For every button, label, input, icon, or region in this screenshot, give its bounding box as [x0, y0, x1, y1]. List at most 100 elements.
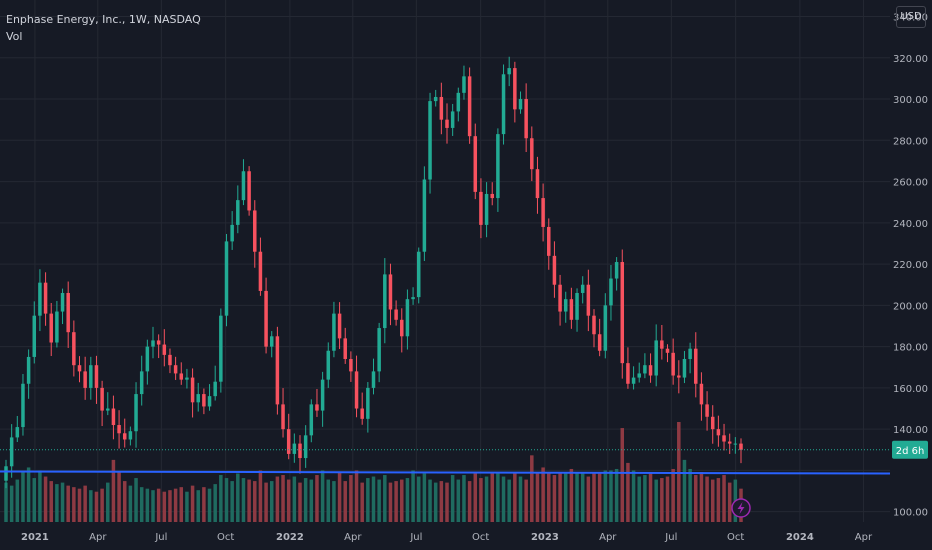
candle: [4, 459, 8, 489]
volume-bar: [660, 478, 664, 522]
candle: [467, 67, 472, 144]
volume-bar: [202, 487, 206, 522]
candle: [445, 103, 449, 144]
candle: [366, 382, 370, 433]
candle: [298, 435, 302, 474]
volume-bar: [309, 479, 314, 522]
candle: [383, 258, 387, 344]
volume-bar: [49, 481, 53, 522]
candle: [654, 324, 658, 387]
volume-bar: [89, 490, 93, 522]
volume-bar: [122, 481, 127, 522]
candle: [269, 331, 274, 358]
candle: [575, 288, 579, 332]
volume-bar: [337, 472, 342, 522]
candle: [66, 281, 70, 348]
candle: [145, 339, 150, 385]
candle: [422, 166, 427, 262]
x-tick-label: 2023: [531, 532, 559, 543]
candle: [569, 287, 574, 329]
volume-bar: [597, 473, 602, 522]
candle: [162, 329, 167, 367]
candle: [394, 300, 398, 326]
candle: [151, 326, 155, 359]
volume-bar: [563, 472, 568, 522]
candle: [179, 362, 184, 385]
volume-bar: [258, 470, 263, 522]
volume-bar: [422, 473, 427, 522]
candle: [219, 308, 223, 393]
x-tick-label: Oct: [217, 532, 234, 543]
volume-bar: [558, 473, 562, 522]
volume-bar: [394, 481, 398, 522]
volume-bar: [253, 481, 257, 522]
x-tick-label: Jul: [154, 532, 167, 543]
candle: [716, 415, 721, 447]
volume-bar: [111, 459, 116, 522]
volume-bar: [106, 482, 110, 522]
volume-bar: [43, 476, 48, 522]
volume-bar: [117, 472, 121, 522]
volume-bar: [592, 472, 596, 522]
candle: [637, 362, 641, 383]
countdown-label: 2d 6h: [896, 446, 925, 457]
volume-bar: [524, 479, 528, 522]
volume-indicator-label[interactable]: Vol: [6, 30, 23, 43]
volume-bar: [603, 470, 608, 522]
symbol-title: Enphase Energy, Inc., 1W, NASDAQ: [6, 13, 201, 26]
y-tick-label: 140.00: [893, 425, 928, 436]
volume-bar: [671, 468, 675, 522]
candle: [236, 185, 240, 234]
volume-bar: [281, 475, 285, 522]
candle: [694, 332, 698, 398]
candle: [213, 365, 217, 401]
volume-bar: [32, 478, 37, 522]
candle: [106, 392, 110, 416]
volume-bar: [575, 472, 579, 522]
x-tick-label: Apr: [855, 532, 873, 543]
volume-bar: [26, 467, 31, 522]
candle: [253, 200, 257, 268]
lightning-icon[interactable]: [731, 498, 751, 518]
candle: [513, 61, 517, 123]
candle: [699, 372, 704, 421]
candle: [388, 263, 393, 326]
candle: [258, 237, 263, 296]
countdown-badge: 2d 6h: [892, 440, 928, 459]
volume-bar: [694, 475, 698, 522]
candle: [530, 126, 534, 182]
candle: [643, 353, 647, 379]
candle: [77, 356, 82, 383]
x-tick-label: 2021: [21, 532, 49, 543]
candle: [547, 218, 551, 270]
volume-bar: [9, 485, 14, 522]
volume-bar: [230, 481, 234, 522]
candle: [592, 309, 596, 348]
candle: [705, 391, 709, 431]
candle: [648, 353, 653, 383]
candle: [400, 308, 404, 353]
volume-bar: [156, 488, 161, 522]
horizontal-line[interactable]: [0, 470, 891, 475]
volume-bar: [366, 478, 370, 522]
volume-bar: [416, 476, 421, 522]
candle: [682, 350, 687, 384]
candle: [128, 426, 133, 446]
price-lines: [0, 449, 891, 475]
candle: [15, 415, 20, 443]
candle: [49, 303, 53, 357]
volume-bar: [496, 472, 500, 522]
volume-bar: [269, 481, 274, 522]
currency-button[interactable]: USD: [896, 6, 926, 28]
volume-bar: [727, 482, 732, 522]
candle: [710, 405, 715, 444]
candle: [496, 128, 500, 212]
candle: [100, 380, 104, 427]
x-tick-label: Apr: [599, 532, 617, 543]
candle: [21, 374, 25, 436]
volume-bar: [433, 482, 438, 522]
y-tick-label: 200.00: [893, 301, 928, 312]
candle: [60, 288, 65, 325]
